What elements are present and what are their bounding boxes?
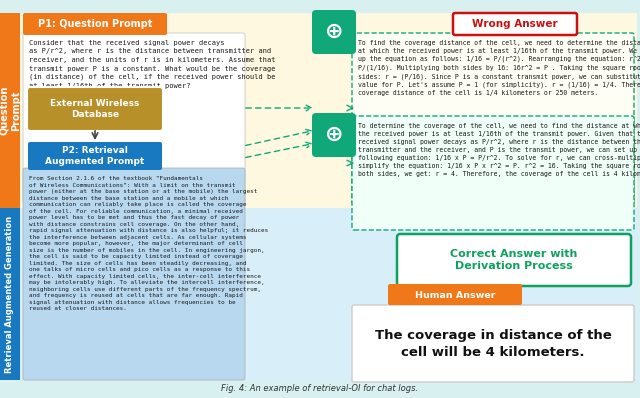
Text: Human Answer: Human Answer bbox=[415, 291, 495, 300]
Bar bbox=[20, 208, 637, 380]
FancyBboxPatch shape bbox=[352, 116, 634, 230]
Text: From Section 2.1.6 of the textbook "Fundamentals
of Wireless Communications": Wi: From Section 2.1.6 of the textbook "Fund… bbox=[29, 176, 268, 311]
Text: Consider that the received signal power decays
as P/r^2, where r is the distance: Consider that the received signal power … bbox=[29, 40, 275, 89]
FancyBboxPatch shape bbox=[352, 305, 634, 382]
Text: External Wireless
Database: External Wireless Database bbox=[51, 99, 140, 119]
FancyBboxPatch shape bbox=[312, 113, 356, 157]
FancyBboxPatch shape bbox=[23, 168, 245, 380]
Bar bbox=[20, 13, 637, 208]
FancyBboxPatch shape bbox=[28, 142, 162, 170]
FancyBboxPatch shape bbox=[312, 10, 356, 54]
Text: ⊕: ⊕ bbox=[324, 22, 343, 42]
Text: ⊕: ⊕ bbox=[324, 125, 343, 145]
FancyBboxPatch shape bbox=[388, 284, 522, 305]
FancyBboxPatch shape bbox=[397, 234, 631, 286]
Text: Question
Prompt: Question Prompt bbox=[0, 86, 21, 135]
Bar bbox=[0, 208, 20, 380]
Text: P2: Retrieval
Augmented Prompt: P2: Retrieval Augmented Prompt bbox=[45, 146, 145, 166]
Text: P1: Question Prompt: P1: Question Prompt bbox=[38, 19, 152, 29]
FancyBboxPatch shape bbox=[352, 33, 634, 204]
FancyBboxPatch shape bbox=[23, 13, 167, 35]
FancyBboxPatch shape bbox=[453, 13, 577, 35]
Text: Fig. 4: An example of retrieval-OI for chat logs.: Fig. 4: An example of retrieval-OI for c… bbox=[221, 384, 419, 393]
FancyBboxPatch shape bbox=[27, 87, 163, 131]
Text: The coverage in distance of the
cell will be 4 kilometers.: The coverage in distance of the cell wil… bbox=[374, 329, 611, 359]
Text: Wrong Answer: Wrong Answer bbox=[472, 19, 558, 29]
Text: To determine the coverage of the cell, we need to find the distance at which
the: To determine the coverage of the cell, w… bbox=[358, 123, 640, 177]
Text: Retrieval Augmented Generation: Retrieval Augmented Generation bbox=[6, 215, 15, 373]
Bar bbox=[0, 13, 20, 208]
FancyBboxPatch shape bbox=[23, 33, 245, 204]
Text: Correct Answer with
Derivation Process: Correct Answer with Derivation Process bbox=[451, 249, 578, 271]
Text: To find the coverage distance of the cell, we need to determine the distance
at : To find the coverage distance of the cel… bbox=[358, 40, 640, 96]
